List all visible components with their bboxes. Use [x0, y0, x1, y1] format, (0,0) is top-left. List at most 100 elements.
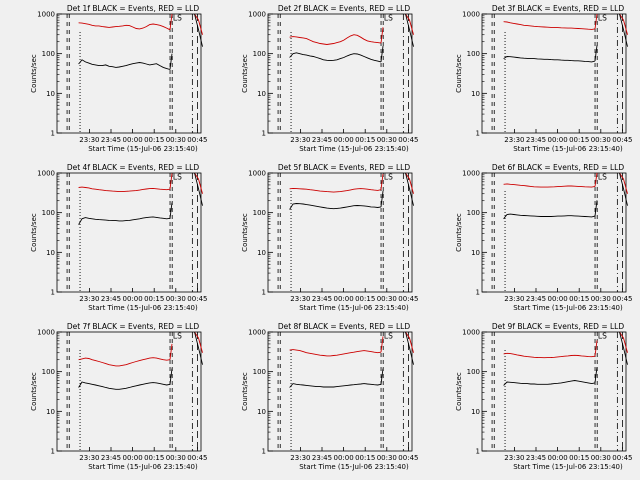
x-tick-label: 23:45 [101, 295, 121, 303]
plot-frame [267, 331, 413, 452]
series-line-events [503, 213, 596, 220]
y-axis-label: Counts/sec [455, 372, 463, 411]
annotation-label: LS [384, 14, 393, 23]
x-tick-label: 00:45 [398, 295, 418, 303]
y-tick-label: 1 [51, 130, 55, 138]
y-tick-label: 10 [257, 408, 266, 416]
series-spike [380, 368, 384, 385]
x-axis-label: Start Time (15-Jul-06 23:15:40) [299, 304, 409, 312]
x-tick-label: 00:00 [123, 454, 143, 462]
x-axis-label: Start Time (15-Jul-06 23:15:40) [513, 463, 623, 471]
y-tick-label: 1 [476, 289, 480, 297]
panel-8: Det 8f BLACK = Events, RED = LLD 1 10 100 10… [241, 322, 418, 471]
series-tail [405, 172, 414, 206]
y-tick-label: 1000 [37, 170, 55, 178]
x-axis-label: Start Time (15-Jul-06 23:15:40) [299, 145, 409, 153]
y-axis-label: Counts/sec [241, 213, 249, 252]
plot-frame [481, 13, 627, 134]
plot-frame [481, 172, 627, 293]
plot-frame [267, 13, 413, 134]
y-tick-label: 100 [42, 368, 55, 376]
series-line-lld [78, 186, 171, 193]
y-axis-label: Counts/sec [455, 213, 463, 252]
panel-2: Det 2f BLACK = Events, RED = LLD 1 10 100 10… [241, 4, 418, 153]
x-tick-label: 23:30 [504, 136, 524, 144]
annotation-label: LS [598, 14, 607, 23]
plot-frame [56, 331, 202, 452]
y-tick-label: 10 [471, 90, 480, 98]
y-tick-label: 10 [46, 90, 55, 98]
x-tick-label: 00:00 [548, 295, 568, 303]
x-tick-label: 00:30 [591, 136, 611, 144]
x-tick-label: 00:00 [548, 454, 568, 462]
series-line-events [503, 380, 596, 386]
x-tick-label: 00:30 [166, 295, 186, 303]
x-tick-label: 00:15 [144, 454, 164, 462]
annotation-label: LS [173, 332, 182, 341]
y-tick-label: 1 [51, 289, 55, 297]
y-tick-label: 1 [476, 130, 480, 138]
x-tick-label: 23:30 [290, 454, 310, 462]
chart-title: Det 4f BLACK = Events, RED = LLD [67, 163, 200, 172]
chart-title: Det 2f BLACK = Events, RED = LLD [278, 4, 411, 13]
annotation-label: LS [598, 173, 607, 182]
x-tick-label: 23:45 [526, 136, 546, 144]
series-tail [619, 331, 628, 353]
y-tick-label: 100 [467, 209, 480, 217]
series-tail [619, 172, 628, 206]
series-tail [405, 13, 414, 35]
series-line-lld [503, 21, 596, 30]
y-axis-label: Counts/sec [241, 372, 249, 411]
x-tick-label: 00:30 [591, 454, 611, 462]
series-spike [594, 45, 598, 62]
annotation-label: LS [173, 14, 182, 23]
series-spike [380, 46, 384, 62]
x-tick-label: 00:15 [355, 454, 375, 462]
annotation-label: LS [384, 173, 393, 182]
y-tick-label: 100 [253, 368, 266, 376]
y-axis-label: Counts/sec [30, 372, 38, 411]
series-tail [619, 13, 628, 35]
panel-1: Det 1f BLACK = Events, RED = LLD 1 10 100 10… [30, 4, 207, 153]
x-tick-label: 00:30 [591, 295, 611, 303]
y-tick-label: 1 [262, 130, 266, 138]
x-axis-label: Start Time (15-Jul-06 23:15:40) [513, 145, 623, 153]
x-tick-label: 00:15 [569, 295, 589, 303]
y-tick-label: 1 [51, 448, 55, 456]
x-tick-label: 00:00 [334, 454, 354, 462]
annotation-label: LS [173, 173, 182, 182]
chart-title: Det 9f BLACK = Events, RED = LLD [492, 322, 625, 331]
x-tick-label: 00:30 [166, 136, 186, 144]
y-axis-label: Counts/sec [455, 54, 463, 93]
chart-title: Det 8f BLACK = Events, RED = LLD [278, 322, 411, 331]
y-tick-label: 100 [467, 368, 480, 376]
panel-5: Det 5f BLACK = Events, RED = LLD 1 10 100 10… [241, 163, 418, 312]
series-tail [405, 331, 414, 353]
series-line-lld [78, 22, 171, 31]
y-axis-label: Counts/sec [30, 54, 38, 93]
y-tick-label: 10 [471, 408, 480, 416]
series-tail [405, 13, 414, 47]
x-tick-label: 00:45 [612, 295, 632, 303]
x-tick-label: 00:45 [398, 454, 418, 462]
x-tick-label: 23:45 [526, 454, 546, 462]
chart-title: Det 5f BLACK = Events, RED = LLD [278, 163, 411, 172]
y-tick-label: 1 [476, 448, 480, 456]
panel-7: Det 7f BLACK = Events, RED = LLD 1 10 100 10… [30, 322, 207, 471]
plot-frame [56, 13, 202, 134]
series-tail [194, 331, 203, 353]
series-spike [380, 191, 384, 207]
x-tick-label: 00:15 [355, 136, 375, 144]
x-tick-label: 00:15 [144, 295, 164, 303]
series-tail [619, 13, 628, 47]
series-line-lld [289, 349, 382, 357]
series-tail [194, 172, 203, 206]
x-tick-label: 00:00 [334, 295, 354, 303]
y-tick-label: 100 [42, 209, 55, 217]
series-spike [594, 13, 598, 29]
y-tick-label: 10 [46, 408, 55, 416]
series-tail [194, 331, 203, 365]
x-tick-label: 23:45 [312, 454, 332, 462]
x-tick-label: 23:30 [79, 454, 99, 462]
